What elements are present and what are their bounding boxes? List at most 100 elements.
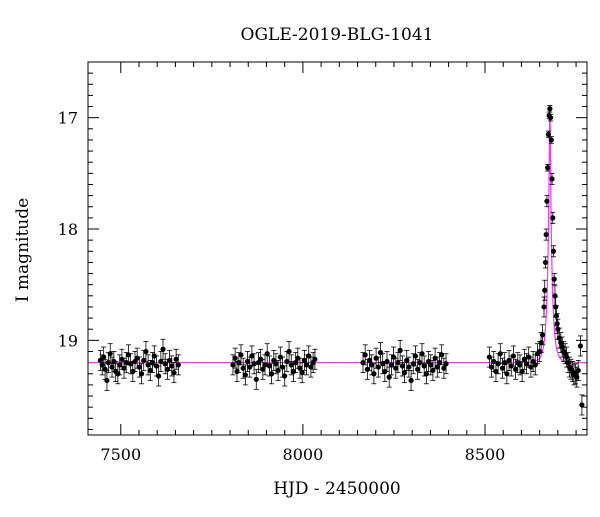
data-point — [386, 366, 392, 388]
point-marker — [308, 364, 314, 370]
data-point — [160, 338, 166, 360]
point-marker — [401, 370, 408, 376]
point-marker — [549, 176, 555, 182]
point-marker — [175, 362, 181, 368]
data-point — [268, 363, 275, 385]
x-tick-label: 7500 — [100, 445, 141, 464]
point-marker — [136, 364, 142, 370]
data-point — [97, 349, 103, 371]
point-marker — [410, 361, 416, 367]
data-points-group — [97, 105, 585, 416]
data-point — [545, 164, 551, 172]
data-point — [107, 343, 113, 365]
point-marker — [156, 373, 162, 379]
data-point — [293, 352, 299, 374]
point-marker — [547, 106, 553, 112]
data-point — [138, 363, 145, 385]
point-marker — [415, 366, 421, 372]
point-marker — [550, 215, 556, 221]
point-marker — [504, 371, 510, 377]
data-point — [551, 273, 557, 286]
point-marker — [240, 365, 246, 371]
point-marker — [366, 357, 373, 363]
data-point — [362, 344, 368, 366]
point-marker — [497, 351, 503, 357]
point-marker — [510, 353, 517, 359]
data-point — [277, 346, 283, 368]
point-marker — [421, 363, 427, 369]
data-point — [539, 324, 546, 346]
point-marker — [397, 347, 403, 353]
point-marker — [128, 361, 134, 367]
data-point — [171, 362, 177, 384]
point-marker — [547, 115, 554, 121]
point-marker — [143, 348, 149, 355]
point-marker — [553, 304, 559, 310]
point-marker — [123, 360, 129, 366]
point-marker — [264, 351, 270, 357]
point-marker — [543, 231, 549, 238]
point-marker — [301, 357, 307, 363]
point-marker — [517, 362, 523, 368]
point-marker — [253, 376, 259, 382]
point-marker — [266, 363, 272, 369]
data-point — [547, 105, 553, 113]
data-point — [439, 344, 445, 366]
point-marker — [145, 362, 151, 368]
point-marker — [97, 357, 103, 363]
data-point — [297, 357, 303, 379]
data-point — [399, 355, 405, 377]
point-marker — [299, 370, 305, 376]
point-marker — [275, 367, 281, 374]
point-marker — [162, 361, 168, 367]
y-axis-label: I magnitude — [13, 198, 33, 302]
point-marker — [273, 361, 279, 367]
data-point — [549, 172, 555, 185]
point-marker — [230, 362, 236, 368]
y-tick-label: 18 — [58, 220, 78, 239]
point-marker — [408, 377, 414, 384]
data-point — [397, 339, 403, 361]
data-point — [544, 195, 550, 208]
point-marker — [393, 365, 399, 371]
data-point — [542, 256, 549, 269]
point-marker — [423, 371, 429, 377]
point-marker — [160, 346, 166, 352]
point-marker — [441, 365, 447, 371]
point-marker — [552, 293, 558, 299]
point-marker — [171, 370, 177, 376]
point-marker — [542, 287, 548, 293]
point-marker — [513, 366, 519, 372]
point-marker — [553, 313, 560, 319]
point-marker — [548, 137, 554, 143]
point-marker — [523, 361, 530, 367]
data-point — [579, 394, 585, 416]
point-marker — [404, 357, 410, 363]
point-marker — [528, 364, 534, 370]
data-point — [443, 353, 449, 375]
data-point — [506, 349, 512, 371]
point-marker — [260, 366, 266, 372]
point-marker — [149, 360, 156, 366]
data-point — [234, 361, 240, 382]
point-marker — [169, 363, 175, 369]
point-marker — [544, 198, 550, 204]
point-marker — [519, 368, 525, 375]
point-marker — [384, 358, 390, 365]
data-point — [251, 353, 257, 375]
data-point — [545, 130, 551, 139]
data-point — [406, 356, 412, 378]
data-point — [260, 358, 266, 380]
point-marker — [242, 372, 248, 378]
data-point — [513, 358, 519, 380]
point-marker — [249, 353, 255, 359]
data-point — [238, 344, 244, 366]
point-marker — [434, 364, 440, 370]
model-curve-group — [88, 108, 587, 364]
point-marker — [443, 361, 449, 367]
point-marker — [499, 365, 506, 371]
point-marker — [117, 362, 123, 368]
y-tick-label: 17 — [58, 109, 78, 128]
data-point — [521, 348, 527, 370]
point-marker — [436, 360, 443, 366]
